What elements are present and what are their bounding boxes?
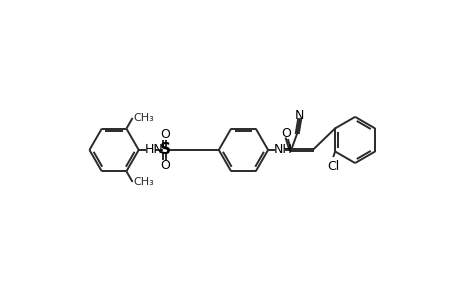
Text: O: O [160, 159, 169, 172]
Text: S: S [159, 142, 170, 158]
Text: HN: HN [145, 143, 163, 157]
Text: O: O [160, 128, 169, 141]
Text: N: N [294, 109, 304, 122]
Text: CH₃: CH₃ [133, 177, 154, 187]
Text: NH: NH [274, 143, 292, 157]
Text: O: O [281, 127, 291, 140]
Text: CH₃: CH₃ [133, 113, 154, 123]
Text: Cl: Cl [327, 160, 339, 173]
